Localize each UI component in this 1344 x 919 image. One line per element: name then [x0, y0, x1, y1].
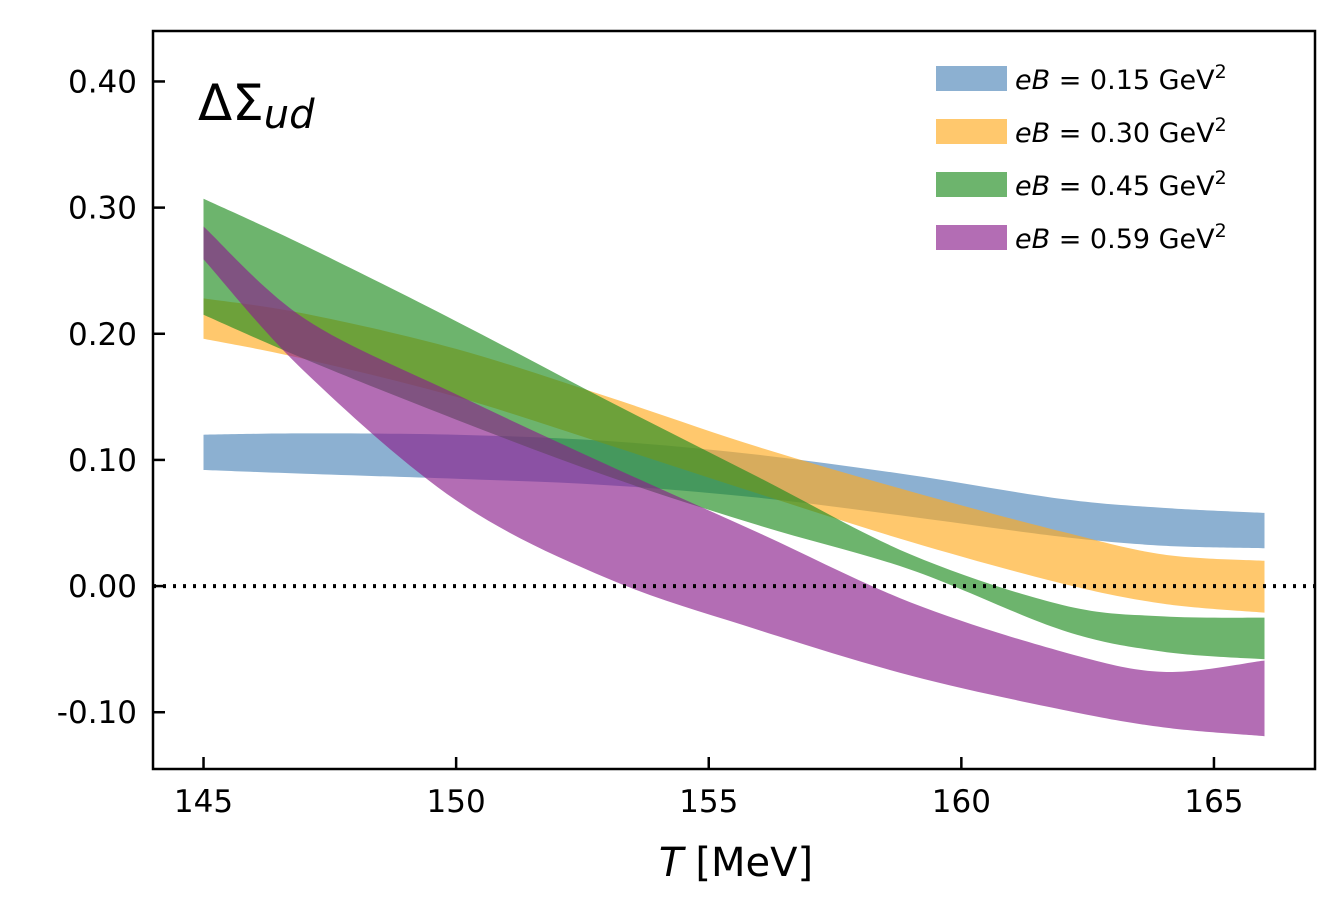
legend-label-var: eB: [1015, 224, 1050, 255]
legend-label: eB = 0.59 GeV2: [1015, 220, 1227, 255]
legend-label-text: = 0.45 GeV: [1050, 171, 1215, 202]
panel-label-sub: ud: [264, 92, 315, 138]
y-tick-label: 0.40: [68, 64, 137, 100]
x-tick-label: 155: [679, 784, 738, 820]
legend-swatch: [936, 66, 1007, 91]
legend-label: eB = 0.30 GeV2: [1015, 114, 1227, 149]
panel-label: ΔΣud: [198, 74, 315, 138]
legend-label-text: = 0.15 GeV: [1050, 65, 1215, 96]
x-tick-label: 160: [932, 784, 991, 820]
legend-label-var: eB: [1015, 171, 1050, 202]
x-axis-label-unit: [MeV]: [695, 840, 813, 886]
plot-frame: [151, 29, 1317, 771]
x-tick-label: 145: [174, 784, 233, 820]
y-tick-label: 0.00: [68, 569, 137, 605]
panel-label-main: ΔΣ: [198, 74, 264, 132]
legend-swatch: [936, 172, 1007, 197]
legend-label: eB = 0.45 GeV2: [1015, 167, 1227, 202]
band-series-4: [203, 226, 1265, 737]
y-axis: -0.10 0.00 0.10 0.20 0.30 0.40: [57, 64, 165, 731]
y-tick-label: 0.30: [68, 191, 137, 227]
band-layer: [203, 198, 1265, 737]
legend-swatch: [936, 119, 1007, 144]
legend-label-sup: 2: [1215, 220, 1227, 242]
y-tick-label: -0.10: [57, 695, 137, 731]
x-tick-label: 150: [427, 784, 486, 820]
legend-label-var: eB: [1015, 65, 1050, 96]
x-tick-label: 165: [1184, 784, 1243, 820]
legend-label-sup: 2: [1215, 114, 1227, 136]
y-tick-label: 0.10: [68, 443, 137, 479]
y-tick-label: 0.20: [68, 317, 137, 353]
legend-label-text: = 0.30 GeV: [1050, 118, 1215, 149]
legend-label: eB = 0.15 GeV2: [1015, 61, 1227, 96]
x-axis-label: T [MeV]: [659, 840, 813, 886]
legend-label-text: = 0.59 GeV: [1050, 224, 1215, 255]
x-axis-label-symbol: T: [659, 840, 687, 886]
legend-label-sup: 2: [1215, 61, 1227, 83]
legend-label-var: eB: [1015, 118, 1050, 149]
x-axis: 145 150 155 160 165: [174, 757, 1244, 820]
legend-swatch: [936, 225, 1007, 250]
legend-label-sup: 2: [1215, 167, 1227, 189]
